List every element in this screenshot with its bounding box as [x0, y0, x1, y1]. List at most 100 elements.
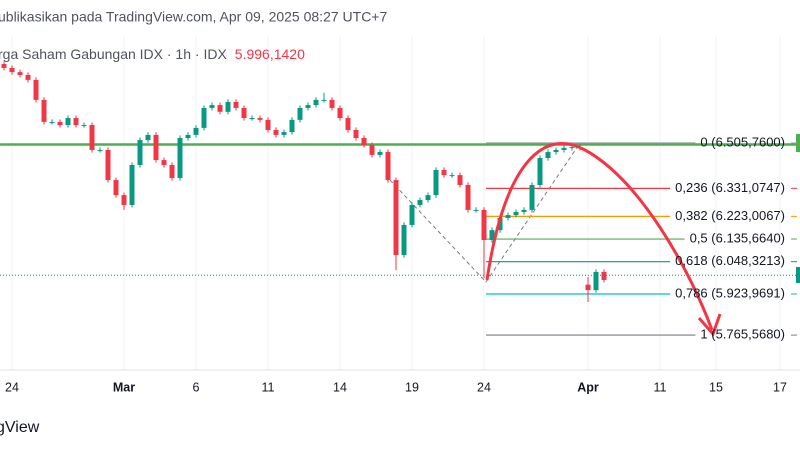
candle-body [273, 129, 279, 135]
fib-label: 0,5 (6.135,6640) [690, 230, 785, 245]
fib-anchor-line [389, 145, 579, 283]
candle-body [553, 149, 559, 153]
candle-body [153, 134, 159, 161]
candle-body [9, 67, 15, 73]
candle-body [97, 149, 103, 151]
arrow-head [697, 313, 722, 337]
candle-body [361, 138, 367, 146]
candle-body [73, 118, 79, 126]
x-tick-label: 11 [262, 380, 275, 394]
fib-label: 0,382 (6.223,0067) [675, 208, 785, 223]
candle-body [385, 152, 391, 181]
candle-body [281, 132, 287, 135]
candle-body [601, 271, 607, 280]
candle-body [473, 209, 479, 211]
candle-body [105, 149, 111, 181]
x-tick-label: 24 [477, 380, 491, 394]
candle-body [337, 107, 343, 119]
candle-body [249, 118, 255, 120]
symbol: rga Saham Gabungan IDX · 1h · IDX [0, 46, 227, 62]
candle-body [489, 230, 495, 240]
candle-body [137, 140, 143, 166]
candle-body [369, 145, 375, 155]
fib-label: 1 (5.765,5680) [700, 327, 785, 342]
x-tick-label: Apr [577, 380, 599, 394]
candle-body [241, 107, 247, 119]
candle-body [145, 134, 151, 141]
candle-body [81, 125, 87, 127]
fib-label: 0 (6.505,7600) [700, 134, 785, 149]
x-tick-label: 14 [333, 380, 347, 394]
x-tick-label: 19 [405, 380, 419, 394]
fib-label: 0,786 (5.923,9691) [675, 285, 785, 300]
x-tick-label: Mar [113, 380, 135, 394]
candle-body [33, 79, 39, 100]
candle-body [121, 195, 127, 205]
candle-body [233, 101, 239, 108]
x-tick-label: 11 [654, 380, 667, 394]
candle-body [505, 215, 511, 218]
x-tick-label: 17 [773, 380, 787, 394]
candle-body [417, 200, 423, 205]
candle-body [25, 74, 31, 80]
candle-body [585, 284, 591, 291]
candle-body [393, 180, 399, 256]
candle-body [161, 160, 167, 166]
candle-body [321, 99, 327, 101]
candle-body [257, 118, 263, 120]
candle-body [225, 101, 231, 112]
fib-label: 0,618 (6.048,3213) [675, 253, 785, 268]
candle-body [169, 165, 175, 178]
candle-body [49, 121, 55, 123]
candle-body [305, 105, 311, 108]
candle-body [209, 105, 215, 108]
candle-body [129, 165, 135, 205]
candle-body [537, 157, 543, 185]
fib-label: 0,236 (6.331,0747) [675, 180, 785, 195]
candle-body [545, 152, 551, 158]
candle-body [345, 118, 351, 130]
projection-arrow [485, 142, 714, 331]
candle-body [561, 147, 567, 150]
candle-body [521, 209, 527, 212]
candle-body [217, 105, 223, 112]
candle-body [201, 107, 207, 128]
x-tick-label: 6 [193, 380, 200, 394]
candle-body [593, 271, 599, 291]
footer-brand: gView [0, 419, 40, 436]
x-tick-label: 24 [5, 380, 19, 394]
candle-body [377, 152, 383, 155]
candle-body [313, 99, 319, 106]
candle-body [409, 204, 415, 225]
candle-body [513, 211, 519, 216]
candle-body [185, 134, 191, 139]
candle-body [193, 127, 199, 135]
plot-area [0, 61, 800, 336]
candle-body [529, 184, 535, 210]
candle-body [41, 99, 47, 122]
candle-body [265, 119, 271, 130]
candle-body [425, 195, 431, 201]
symbol-line: rga Saham Gabungan IDX · 1h · IDX 5.996,1… [0, 46, 305, 62]
candle-body [481, 209, 487, 240]
candle-body [449, 175, 455, 177]
candle-body [353, 129, 359, 139]
candle-body [433, 169, 439, 196]
candle-body [1, 64, 7, 68]
x-tick-label: 15 [709, 380, 723, 394]
candle-body [401, 224, 407, 256]
candle-body [177, 138, 183, 178]
candle-body [57, 121, 63, 126]
candle-body [297, 107, 303, 120]
last-price: 5.996,1420 [235, 46, 305, 62]
published-note: ublikasikan pada TradingView.com, Apr 09… [0, 9, 387, 25]
candle-body [329, 99, 335, 108]
price-marker [796, 134, 800, 152]
candle-body [569, 147, 575, 149]
candle-body [289, 119, 295, 133]
candle-body [17, 72, 23, 75]
candle-body [113, 180, 119, 196]
candle-body [89, 125, 95, 150]
candle-body [65, 118, 71, 126]
